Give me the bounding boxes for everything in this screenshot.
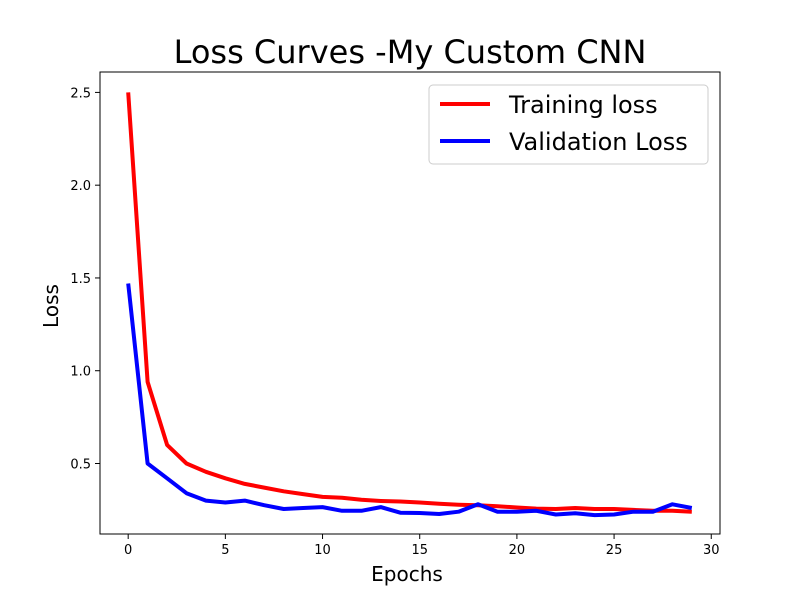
series-line-validation-loss	[126, 283, 693, 518]
legend: Training loss Validation Loss	[428, 84, 709, 165]
x-tick-label: 10	[314, 543, 331, 558]
y-tick-label: 1.0	[70, 365, 91, 380]
legend-box	[428, 84, 709, 165]
legend-label-training-loss: Training loss	[508, 91, 658, 119]
y-tick-label: 0.5	[70, 457, 91, 472]
x-tick-label: 25	[606, 543, 623, 558]
legend-label-validation-loss: Validation Loss	[509, 128, 688, 156]
x-tick-label: 30	[703, 543, 720, 558]
series-line-training-loss	[126, 92, 692, 514]
x-axis: 0 5 10 15 20 25 30	[124, 534, 720, 558]
x-axis-label: Epochs	[371, 562, 443, 586]
plot-frame	[99, 71, 721, 535]
y-tick-label: 2.5	[70, 86, 91, 101]
x-tick-label: 20	[509, 543, 526, 558]
y-tick-label: 2.0	[70, 179, 91, 194]
y-axis-label: Loss	[39, 284, 63, 328]
x-tick-label: 15	[411, 543, 428, 558]
y-tick-label: 1.5	[70, 272, 91, 287]
series-layer	[126, 92, 693, 518]
y-axis: 0.5 1.0 1.5 2.0 2.5	[70, 86, 100, 472]
x-tick-label: 0	[124, 543, 132, 558]
chart-title: Loss Curves -My Custom CNN	[174, 33, 647, 71]
x-tick-label: 5	[221, 543, 229, 558]
